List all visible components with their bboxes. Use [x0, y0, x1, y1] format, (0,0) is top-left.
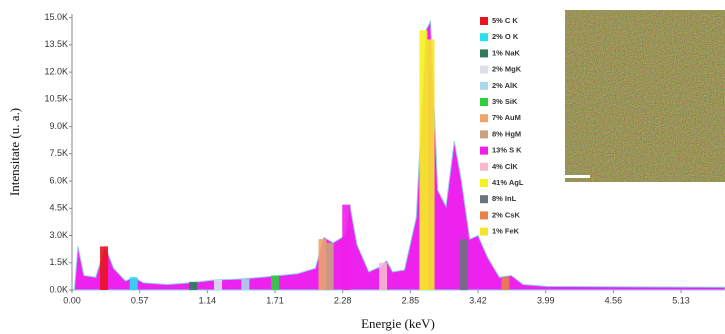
y-tick-label: 15.0K	[44, 12, 68, 22]
legend-label: 2% O K	[492, 32, 519, 41]
element-band	[214, 280, 222, 290]
element-band	[100, 246, 108, 290]
y-tick-label: 9.0K	[49, 121, 68, 131]
legend-swatch	[480, 163, 488, 171]
legend-label: 2% AlK	[492, 81, 518, 90]
element-band	[189, 282, 197, 290]
y-tick-label: 4.5K	[49, 203, 68, 213]
legend-swatch	[480, 130, 488, 138]
y-tick-label: 1.5K	[49, 257, 68, 267]
chart: Energie (keV) Intensitate (u. a.) 0.0K 1.…	[0, 0, 725, 334]
legend-swatch	[480, 195, 488, 203]
y-tick-label: 0.0K	[49, 284, 68, 294]
sem-image	[520, 10, 725, 182]
legend-label: 5% C K	[492, 16, 518, 25]
element-band	[130, 277, 138, 290]
element-band	[427, 39, 435, 290]
legend-swatch	[480, 66, 488, 74]
legend-swatch	[480, 211, 488, 219]
y-tick-label: 7.5K	[49, 148, 68, 158]
legend-swatch	[480, 98, 488, 106]
x-tick-label: 2.85	[402, 295, 420, 305]
legend-label: 41% AgL	[492, 178, 524, 187]
element-band	[419, 30, 427, 290]
legend-label: 3% SiK	[492, 97, 518, 106]
x-axis-title: Energie (keV)	[361, 316, 435, 331]
legend-label: 8% HgM	[492, 129, 521, 138]
y-axis-title: Intensitate (u. a.)	[7, 108, 22, 196]
x-tick-label: 3.99	[537, 295, 555, 305]
element-band	[326, 243, 334, 290]
element-band	[460, 239, 468, 290]
element-band	[241, 279, 249, 290]
legend-label: 2% MgK	[492, 65, 522, 74]
legend-label: 2% CsK	[492, 210, 521, 219]
y-tick-label: 3.0K	[49, 230, 68, 240]
scale-bar	[520, 175, 590, 178]
legend-swatch	[480, 179, 488, 187]
legend-label: 13% S K	[492, 146, 522, 155]
x-tick-label: 5.13	[672, 295, 690, 305]
x-tick-label: 3.42	[469, 295, 487, 305]
element-band	[342, 205, 350, 290]
legend-label: 1% FeK	[492, 227, 520, 236]
element-band	[501, 277, 509, 290]
y-tick-label: 6.0K	[49, 175, 68, 185]
legend-swatch	[480, 49, 488, 57]
element-band	[271, 275, 279, 290]
y-tick-label: 13.5K	[44, 39, 68, 49]
x-tick-label: 1.71	[266, 295, 284, 305]
x-tick-label: 2.28	[334, 295, 352, 305]
element-band	[379, 263, 387, 290]
sem-image-texture	[565, 10, 725, 182]
legend-swatch	[480, 147, 488, 155]
legend-label: 8% InL	[492, 194, 517, 203]
element-band	[319, 239, 327, 290]
x-tick-label: 0.00	[63, 295, 81, 305]
legend-swatch	[480, 228, 488, 236]
x-tick-label: 0.57	[131, 295, 149, 305]
x-tick-label: 1.14	[199, 295, 217, 305]
legend-label: 7% AuM	[492, 113, 521, 122]
legend-swatch	[480, 114, 488, 122]
legend-label: 4% ClK	[492, 162, 518, 171]
legend-swatch	[480, 82, 488, 90]
legend-swatch	[480, 33, 488, 41]
x-tick-label: 4.56	[605, 295, 623, 305]
y-tick-label: 12.0K	[44, 66, 68, 76]
legend-label: 1% NaK	[492, 48, 521, 57]
y-tick-label: 10.5K	[44, 94, 68, 104]
legend-swatch	[480, 17, 488, 25]
